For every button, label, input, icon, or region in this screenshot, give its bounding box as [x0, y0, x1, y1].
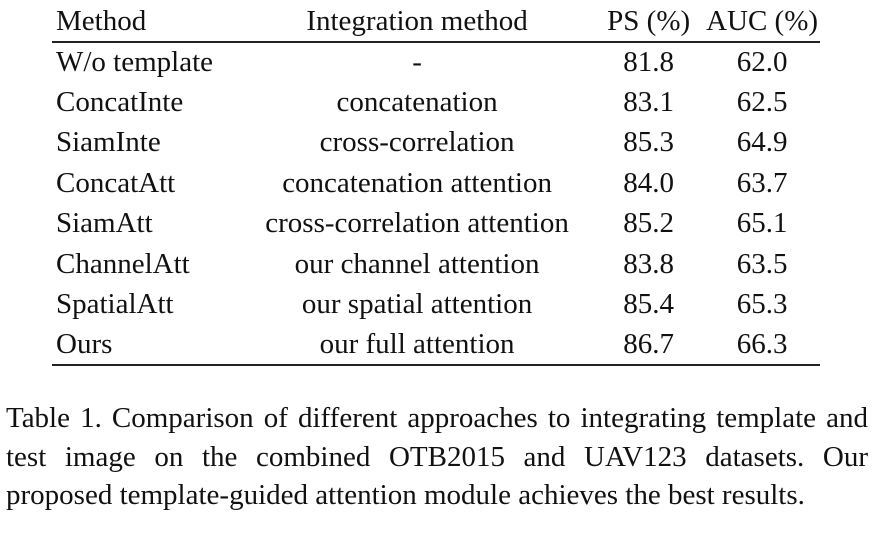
cell-integration: concatenation attention — [282, 166, 552, 199]
cell-auc: 65.3 — [736, 288, 788, 321]
table-row: SpatialAtt our spatial attention 85.4 65… — [52, 284, 820, 324]
cell-integration: our full attention — [240, 324, 594, 367]
cell-auc-best: 66.3 — [704, 324, 820, 367]
header-method: Method — [52, 2, 241, 43]
cell-method: ConcatAtt — [56, 166, 176, 199]
cell-ps-best: 86.7 — [593, 324, 705, 367]
table-row: W/o template - 81.8 62.0 — [52, 42, 820, 82]
header-integration-method: Integration method — [240, 2, 594, 43]
cell-method: ChannelAtt — [56, 247, 190, 280]
cell-auc: 62.0 — [736, 46, 788, 79]
cell-ps: 81.8 — [623, 46, 675, 79]
cell-auc: 63.7 — [736, 166, 788, 199]
table-row: SiamAtt cross-correlation attention 85.2… — [52, 204, 820, 244]
results-table-container: Method Integration method PS (%) AUC (%)… — [52, 2, 820, 367]
cell-ps: 83.8 — [623, 247, 675, 280]
cell-auc: 64.9 — [736, 126, 788, 159]
table-row: ConcatAtt concatenation attention 84.0 6… — [52, 163, 820, 203]
table-body: W/o template - 81.8 62.0 ConcatInte conc… — [52, 42, 820, 367]
cell-ps: 85.3 — [623, 126, 675, 159]
cell-auc: 65.1 — [736, 207, 788, 240]
cell-ps: 85.4 — [623, 288, 675, 321]
table-caption: Table 1. Comparison of different approac… — [6, 402, 868, 511]
cell-integration: cross-correlation attention — [265, 207, 569, 240]
cell-ps: 84.0 — [623, 166, 675, 199]
cell-method: Ours — [52, 324, 241, 367]
table-header: Method Integration method PS (%) AUC (%) — [52, 2, 820, 43]
table-row: SiamInte cross-correlation 85.3 64.9 — [52, 123, 820, 163]
table-row-ours: Ours our full attention 86.7 66.3 — [52, 324, 820, 367]
cell-method: ConcatInte — [56, 86, 184, 119]
cell-ps: 83.1 — [623, 86, 675, 119]
table-row: ConcatInte concatenation 83.1 62.5 — [52, 82, 820, 122]
header-row: Method Integration method PS (%) AUC (%) — [52, 2, 820, 43]
cell-integration: our channel attention — [294, 247, 540, 280]
cell-integration: concatenation — [336, 86, 498, 119]
header-auc: AUC (%) — [704, 2, 820, 43]
cell-method: SpatialAtt — [56, 288, 174, 321]
cell-ps: 85.2 — [623, 207, 675, 240]
results-table: Method Integration method PS (%) AUC (%)… — [52, 2, 820, 367]
table-row: ChannelAtt our channel attention 83.8 63… — [52, 244, 820, 284]
cell-method: SiamInte — [56, 126, 161, 159]
cell-integration: cross-correlation — [319, 126, 515, 159]
cell-integration: our spatial attention — [301, 288, 533, 321]
cell-method: SiamAtt — [56, 207, 153, 240]
cell-auc: 62.5 — [736, 86, 788, 119]
cell-integration: - — [412, 46, 422, 79]
cell-auc: 63.5 — [736, 247, 788, 280]
cell-method: W/o template — [56, 46, 214, 79]
header-ps: PS (%) — [593, 2, 705, 43]
